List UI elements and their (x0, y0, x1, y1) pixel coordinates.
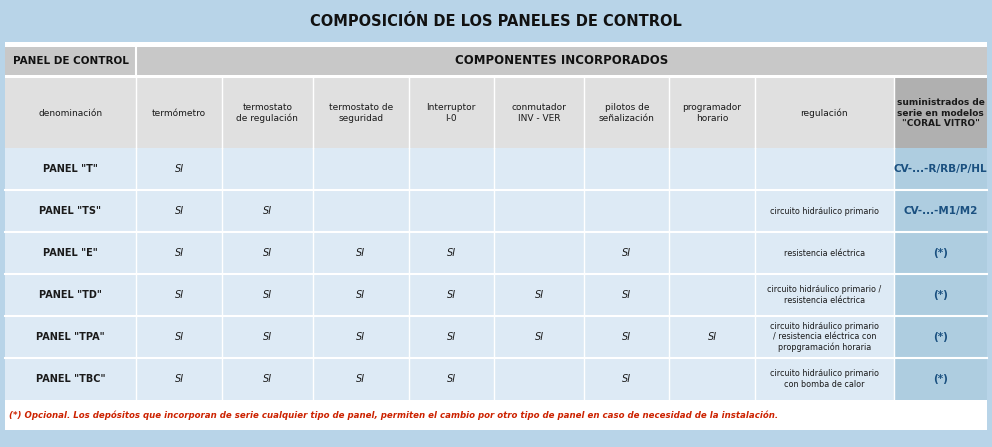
Text: SI: SI (446, 374, 456, 384)
Bar (5, 316, 987, 358)
Bar (894, 190, 987, 232)
Bar (5, 75, 987, 78)
Text: termostato
de regulación: termostato de regulación (236, 103, 299, 123)
Text: CV-...-M1/M2: CV-...-M1/M2 (904, 206, 978, 216)
Text: termostato de
seguridad: termostato de seguridad (328, 103, 393, 122)
Bar (5, 78, 987, 148)
Text: denominación: denominación (39, 109, 102, 118)
Text: COMPONENTES INCORPORADOS: COMPONENTES INCORPORADOS (455, 55, 668, 67)
Text: SI: SI (263, 332, 272, 342)
Text: PANEL "E": PANEL "E" (43, 248, 98, 258)
Text: SI: SI (175, 290, 184, 300)
Text: circuito hidráulico primario
con bomba de calor: circuito hidráulico primario con bomba d… (770, 369, 879, 389)
Bar (894, 358, 987, 400)
Text: CV-...-R/RB/P/HL: CV-...-R/RB/P/HL (894, 164, 987, 174)
Bar (5, 42, 987, 47)
Text: (*): (*) (933, 248, 948, 258)
Bar (894, 232, 987, 274)
Text: SI: SI (622, 374, 632, 384)
Bar (987, 0, 992, 447)
Text: circuito hidráulico primario /
resistencia eléctrica: circuito hidráulico primario / resistenc… (767, 285, 882, 305)
Text: SI: SI (356, 332, 365, 342)
Bar (136, 47, 987, 75)
Text: (*): (*) (933, 374, 948, 384)
Text: circuito hidráulico primario
/ resistencia eléctrica con
propgramación horaria: circuito hidráulico primario / resistenc… (770, 322, 879, 352)
Text: SI: SI (175, 248, 184, 258)
Text: SI: SI (707, 332, 716, 342)
Text: SI: SI (263, 290, 272, 300)
Text: SI: SI (622, 290, 632, 300)
Bar (5, 232, 987, 274)
Bar (5, 148, 987, 190)
Text: (*) Opcional. Los depósitos que incorporan de serie cualquier tipo de panel, per: (*) Opcional. Los depósitos que incorpor… (9, 410, 778, 420)
Text: SI: SI (535, 332, 544, 342)
Text: SI: SI (175, 164, 184, 174)
Text: SI: SI (622, 332, 632, 342)
Text: termómetro: termómetro (152, 109, 206, 118)
Text: pilotos de
señalización: pilotos de señalización (599, 103, 655, 122)
Text: resistencia eléctrica: resistencia eléctrica (784, 249, 865, 257)
Text: SI: SI (446, 248, 456, 258)
Bar (5, 0, 987, 42)
Text: PANEL "TD": PANEL "TD" (39, 290, 102, 300)
Text: SI: SI (535, 290, 544, 300)
Text: PANEL DE CONTROL: PANEL DE CONTROL (13, 56, 128, 66)
Text: SI: SI (622, 248, 632, 258)
Text: circuito hidráulico primario: circuito hidráulico primario (770, 207, 879, 215)
Bar (5, 190, 987, 232)
Bar (5, 47, 136, 75)
Bar (894, 274, 987, 316)
Bar (5, 400, 987, 430)
Text: Interruptor
I-0: Interruptor I-0 (427, 103, 476, 122)
Text: PANEL "TS": PANEL "TS" (40, 206, 101, 216)
Text: SI: SI (446, 290, 456, 300)
Text: regulación: regulación (801, 108, 848, 118)
Text: SI: SI (175, 332, 184, 342)
Text: PANEL "T": PANEL "T" (43, 164, 98, 174)
Text: SI: SI (356, 374, 365, 384)
Bar (894, 316, 987, 358)
Text: SI: SI (175, 206, 184, 216)
Bar (5, 47, 987, 75)
Text: suministrados de
serie en modelos
"CORAL VITRO": suministrados de serie en modelos "CORAL… (897, 98, 985, 128)
Text: SI: SI (263, 248, 272, 258)
Text: SI: SI (263, 206, 272, 216)
Bar (5, 274, 987, 316)
Text: (*): (*) (933, 290, 948, 300)
Text: SI: SI (356, 290, 365, 300)
Text: PANEL "TPA": PANEL "TPA" (36, 332, 105, 342)
Text: SI: SI (356, 248, 365, 258)
Bar (0, 0, 5, 447)
Text: conmutador
INV - VER: conmutador INV - VER (512, 103, 566, 122)
Bar (894, 78, 987, 148)
Text: COMPOSICIÓN DE LOS PANELES DE CONTROL: COMPOSICIÓN DE LOS PANELES DE CONTROL (310, 13, 682, 29)
Text: SI: SI (175, 374, 184, 384)
Text: (*): (*) (933, 332, 948, 342)
Bar (5, 358, 987, 400)
Bar (894, 148, 987, 190)
Text: programador
horario: programador horario (682, 103, 742, 122)
Text: SI: SI (446, 332, 456, 342)
Bar (5, 430, 987, 447)
Text: PANEL "TBC": PANEL "TBC" (36, 374, 105, 384)
Text: SI: SI (263, 374, 272, 384)
